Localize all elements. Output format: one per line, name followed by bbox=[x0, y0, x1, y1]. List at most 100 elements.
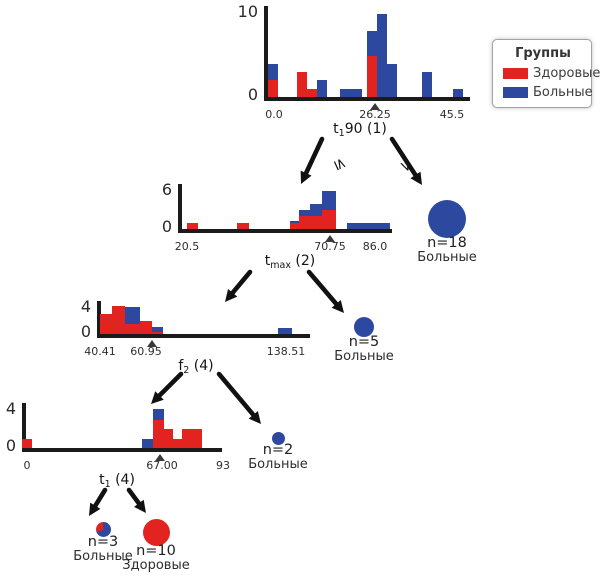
y-max-label: 6 bbox=[161, 180, 172, 199]
y-zero-label: 0 bbox=[247, 85, 258, 104]
bar-segment-sick bbox=[387, 63, 397, 97]
node-group-label: Больные bbox=[248, 456, 308, 472]
bar-segment-sick bbox=[317, 80, 327, 97]
edge-line bbox=[216, 371, 256, 418]
bar-segment-healthy bbox=[268, 80, 278, 97]
edge-line bbox=[303, 136, 325, 176]
x-tick-label: 60.95 bbox=[130, 345, 162, 358]
healthy-swatch-icon bbox=[503, 68, 528, 79]
y-axis-line bbox=[97, 301, 101, 338]
bar-segment-healthy bbox=[153, 420, 164, 448]
legend-item-label: Здоровые bbox=[533, 66, 601, 81]
x-tick-label: 138.51 bbox=[266, 345, 306, 358]
y-zero-label: 0 bbox=[5, 436, 16, 455]
split-condition-label: ≤ bbox=[329, 154, 352, 174]
bar-segment-healthy bbox=[192, 429, 202, 448]
y-max-label: 4 bbox=[5, 399, 16, 418]
bar-segment-healthy bbox=[290, 222, 299, 229]
x-tick-label: 86.0 bbox=[362, 240, 388, 253]
x-tick-label: 45.5 bbox=[439, 108, 465, 121]
x-tick-label: 40.41 bbox=[84, 345, 116, 358]
x-tick-label: 70.75 bbox=[314, 240, 346, 253]
x-axis-line bbox=[97, 334, 310, 338]
stacked-bar bbox=[340, 88, 350, 97]
stacked-bar bbox=[22, 438, 32, 448]
bar-segment-healthy bbox=[22, 438, 32, 448]
x-tick-label: 93 bbox=[216, 459, 230, 472]
terminal-node-circle-n2 bbox=[271, 431, 285, 445]
stacked-bar bbox=[237, 222, 249, 229]
stacked-bar bbox=[278, 327, 292, 334]
bar-segment-healthy bbox=[237, 222, 249, 229]
x-tick-label: 67.00 bbox=[146, 459, 178, 472]
edge-line bbox=[230, 269, 253, 296]
stacked-bar bbox=[297, 72, 307, 97]
split-marker-icon bbox=[147, 340, 157, 347]
bar-segment-healthy bbox=[173, 438, 182, 448]
bar-segment-sick bbox=[268, 63, 278, 81]
node-group-label: Здоровые bbox=[122, 557, 190, 573]
stacked-bar bbox=[112, 306, 125, 334]
bar-segment-healthy bbox=[299, 216, 310, 229]
split-marker-icon bbox=[325, 235, 335, 242]
node-count-label: n=3 bbox=[87, 533, 119, 550]
bar-segment-sick bbox=[350, 88, 362, 97]
stacked-bar bbox=[422, 72, 432, 97]
x-axis-line bbox=[178, 229, 392, 233]
terminal-node-label-n10: n=10 Здоровые bbox=[101, 543, 211, 573]
y-max-label: 10 bbox=[237, 2, 258, 21]
bar-segment-sick bbox=[290, 221, 299, 223]
split-variable-label: t1 (4) bbox=[99, 472, 135, 490]
stacked-bar bbox=[173, 438, 182, 448]
bar-segment-sick bbox=[367, 30, 377, 56]
y-zero-label: 0 bbox=[161, 217, 172, 236]
legend-item-label: Больные bbox=[533, 85, 593, 100]
bar-segment-healthy bbox=[367, 55, 377, 97]
stacked-bar bbox=[187, 222, 198, 229]
terminal-node-label-n5: n=5 Больные bbox=[309, 334, 419, 364]
histogram-node-1: 10 0 0.0 26.25 45.5 t190 (1) bbox=[238, 4, 470, 139]
bar-segment-sick bbox=[299, 210, 310, 217]
bar-segment-healthy bbox=[112, 306, 125, 334]
arrowhead-icon bbox=[151, 391, 164, 404]
node-group-label: Больные bbox=[417, 250, 477, 266]
y-axis-line bbox=[22, 403, 26, 452]
node-count-label: n=5 bbox=[348, 334, 380, 350]
bar-segment-healthy bbox=[100, 314, 112, 334]
bar-segment-healthy bbox=[164, 429, 173, 448]
histogram-node-4: 4 0 0 67.00 93 t1 (4) bbox=[6, 401, 230, 491]
y-axis-line bbox=[264, 6, 268, 101]
split-condition-label: > bbox=[395, 156, 418, 176]
node-count-label: n=2 bbox=[262, 441, 294, 458]
legend-title: Группы bbox=[515, 46, 571, 61]
stacked-bar bbox=[310, 203, 322, 229]
edge-line bbox=[157, 371, 184, 398]
node-group-label: Больные bbox=[73, 548, 133, 564]
bar-segment-sick bbox=[142, 438, 153, 448]
bar-segment-sick bbox=[340, 88, 350, 97]
bar-segment-sick bbox=[347, 222, 390, 229]
stacked-bar bbox=[268, 63, 278, 97]
bar-segment-sick bbox=[153, 408, 164, 421]
bar-segment-healthy bbox=[152, 331, 163, 334]
stacked-bar bbox=[387, 63, 397, 97]
stacked-bar bbox=[142, 438, 153, 448]
x-tick-label: 0.0 bbox=[265, 108, 283, 121]
edge-line bbox=[306, 269, 339, 307]
terminal-node-circle-n10 bbox=[142, 518, 170, 546]
bar-segment-healthy bbox=[310, 216, 322, 229]
terminal-node-circle-n5 bbox=[354, 317, 374, 337]
x-tick-label: 0 bbox=[23, 459, 31, 472]
arrowhead-icon bbox=[300, 170, 312, 184]
bar-segment-sick bbox=[453, 88, 463, 97]
split-variable-label: t190 (1) bbox=[333, 121, 387, 139]
terminal-node-label-n2: n=2 Больные bbox=[223, 441, 333, 472]
stacked-bar bbox=[307, 88, 317, 97]
sick-swatch-icon bbox=[503, 87, 528, 98]
bar-segment-healthy bbox=[322, 210, 336, 229]
split-variable-label: tmax (2) bbox=[264, 253, 316, 271]
arrowhead-icon bbox=[248, 410, 261, 424]
y-zero-label: 0 bbox=[80, 322, 91, 341]
stacked-bar bbox=[153, 408, 164, 448]
